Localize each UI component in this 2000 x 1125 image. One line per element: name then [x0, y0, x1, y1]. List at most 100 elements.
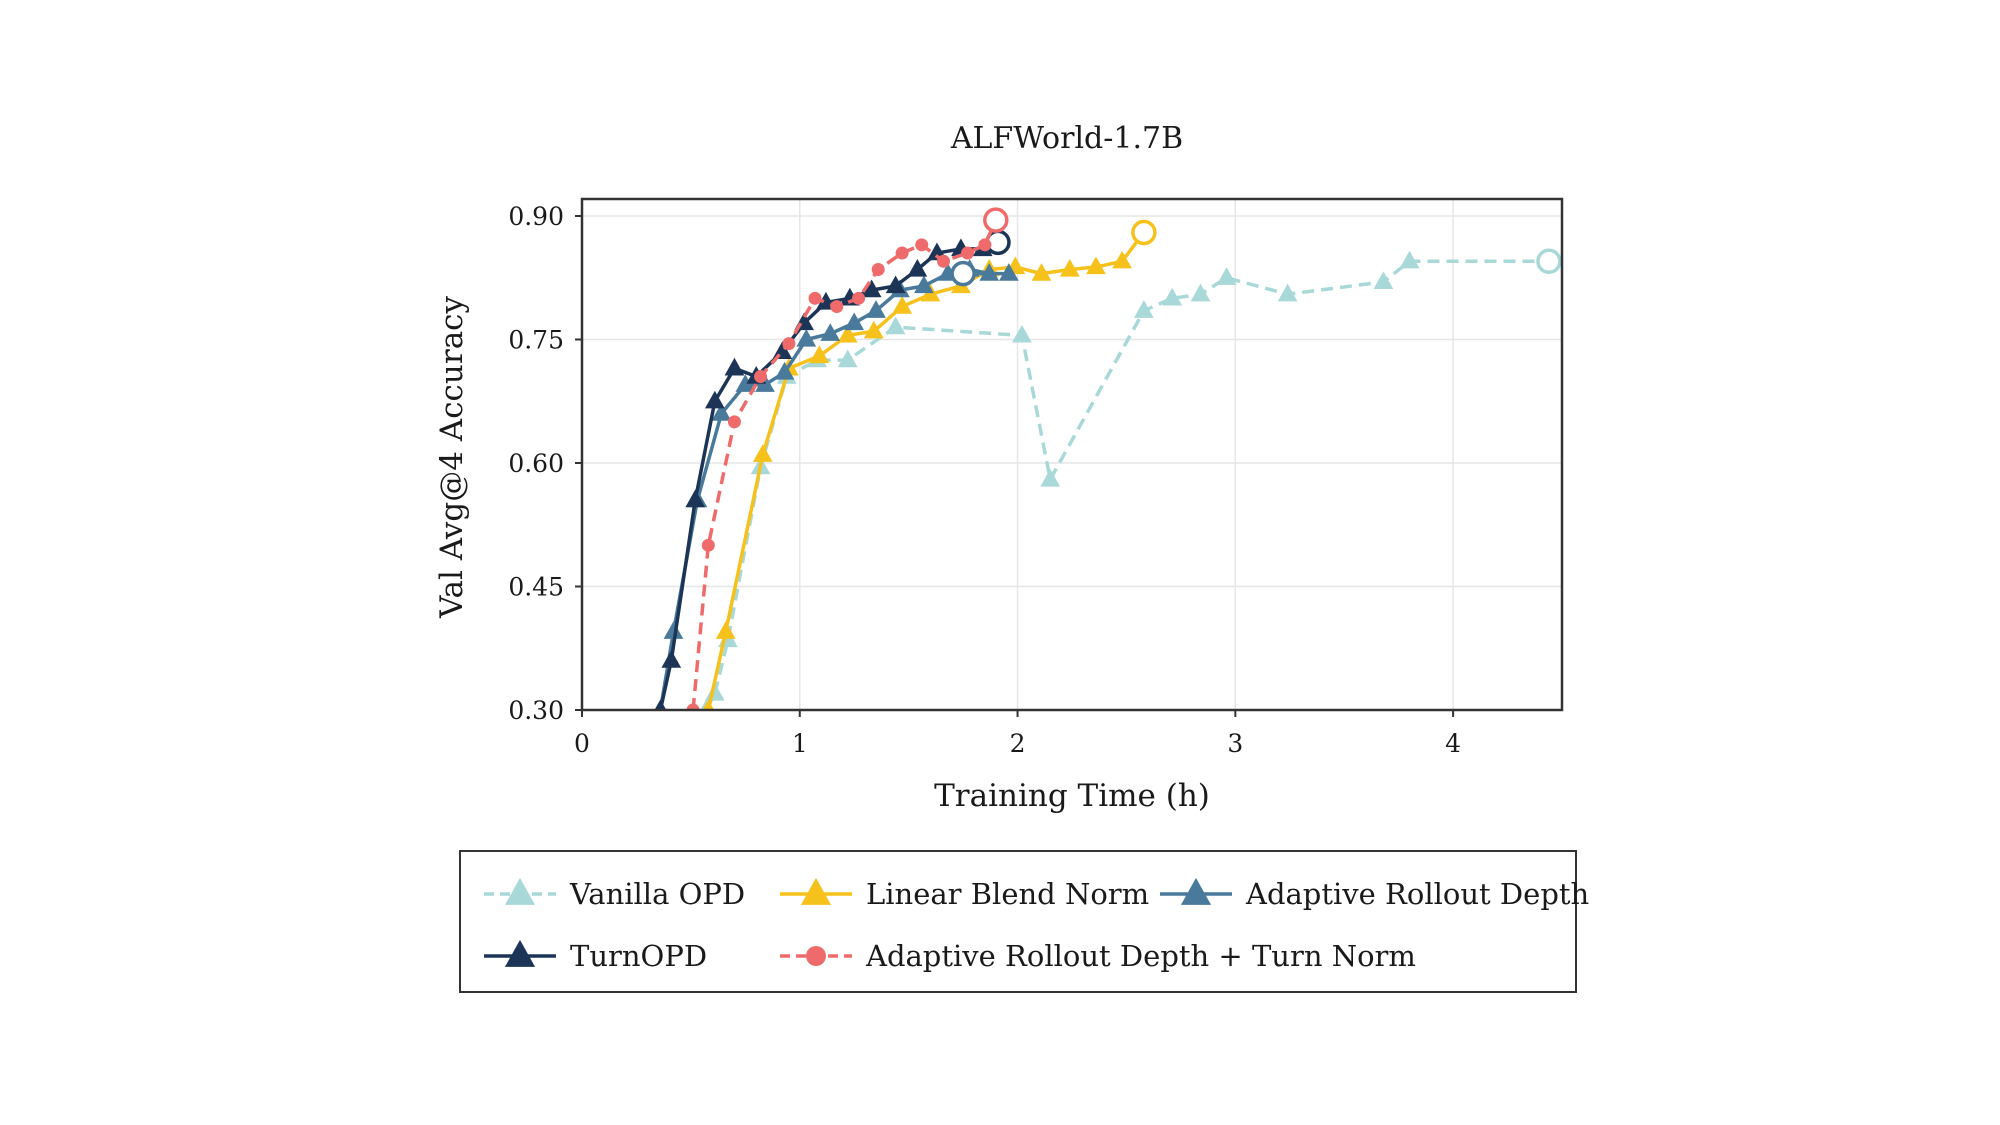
- data-point: [701, 538, 715, 552]
- series-4: [686, 207, 1009, 710]
- legend: Vanilla OPD Linear Blend Norm Adaptive Rol…: [459, 850, 1589, 993]
- data-point: [830, 300, 844, 314]
- data-point: [661, 650, 682, 668]
- data-point: [702, 699, 715, 710]
- data-point: [809, 345, 830, 364]
- data-point: [863, 320, 884, 339]
- x-tick-label: 3: [1227, 729, 1243, 758]
- data-point: [685, 489, 706, 508]
- data-point: [1399, 250, 1420, 269]
- x-tick-label: 4: [1445, 729, 1461, 758]
- data-point: [1216, 267, 1237, 285]
- x-tick-label: 1: [792, 729, 808, 758]
- data-point: [907, 258, 928, 277]
- y-tick-label: 0.30: [508, 696, 564, 725]
- data-point: [915, 238, 929, 252]
- y-tick-label: 0.90: [508, 202, 564, 231]
- data-point: [960, 246, 974, 260]
- legend-label: Adaptive Rollout Depth + Turn Norm: [865, 939, 1416, 973]
- legend-label: TurnOPD: [570, 939, 707, 973]
- data-point: [852, 291, 866, 305]
- axes: 0 1 2 3 4 0.30 0.45 0.60 0.75 0.90: [508, 202, 1461, 758]
- legend-box: [459, 850, 1577, 993]
- data-point: [978, 238, 992, 252]
- series-line: [691, 219, 998, 710]
- y-tick-label: 0.45: [508, 573, 564, 602]
- chart-title: ALFWorld-1.7B: [950, 121, 1183, 156]
- data-point: [871, 263, 885, 277]
- legend-entry: Adaptive Rollout Depth + Turn Norm: [780, 939, 1416, 973]
- data-point: [774, 361, 795, 380]
- series-3: [654, 229, 1011, 710]
- data-point: [782, 337, 796, 351]
- plot-series: [654, 207, 1562, 710]
- data-point: [937, 254, 951, 268]
- legend-marker: [504, 939, 536, 967]
- data-point: [861, 279, 882, 298]
- data-point: [754, 370, 768, 384]
- data-point: [711, 403, 732, 421]
- data-point: [1086, 256, 1106, 275]
- data-point: [752, 444, 773, 462]
- data-point: [837, 324, 858, 343]
- legend-label: Vanilla OPD: [569, 877, 745, 911]
- data-point: [1162, 287, 1183, 306]
- data-point: [663, 621, 684, 639]
- x-tick-label: 0: [574, 729, 590, 758]
- data-point: [892, 296, 912, 314]
- legend-entry: Linear Blend Norm: [780, 877, 1149, 911]
- data-point: [895, 246, 909, 260]
- data-point: [686, 703, 700, 710]
- data-point: [1134, 300, 1154, 318]
- data-point: [837, 349, 858, 368]
- data-point: [885, 316, 906, 335]
- data-point: [1277, 283, 1298, 302]
- data-point: [727, 415, 741, 429]
- series-line: [658, 240, 999, 710]
- legend-marker: [504, 877, 536, 905]
- y-tick-label: 0.75: [508, 326, 564, 355]
- data-point: [1040, 468, 1061, 487]
- data-point: [1059, 258, 1080, 277]
- data-point: [715, 621, 736, 639]
- data-point: [914, 275, 934, 294]
- x-axis-label: Training Time (h): [934, 778, 1210, 814]
- series-0: [700, 248, 1562, 710]
- data-point: [724, 357, 745, 376]
- legend-marker: [806, 946, 826, 966]
- data-point: [866, 300, 886, 318]
- y-axis-label: Val Avg@4 Accuracy: [434, 295, 470, 619]
- data-point: [1031, 263, 1052, 281]
- series-2: [654, 258, 1019, 710]
- legend-entry: TurnOPD: [484, 939, 707, 973]
- legend-label: Linear Blend Norm: [866, 877, 1149, 911]
- series-line: [706, 231, 1146, 710]
- data-point: [820, 323, 841, 341]
- x-tick-label: 2: [1010, 729, 1026, 758]
- plot-frame: [580, 197, 1564, 712]
- data-point: [808, 291, 822, 305]
- data-point: [1373, 271, 1394, 290]
- series-end-marker: [983, 207, 1009, 233]
- data-point: [796, 328, 817, 347]
- series-end-marker: [1536, 248, 1562, 275]
- data-point: [654, 699, 667, 710]
- data-point: [885, 275, 906, 294]
- data-point: [1012, 324, 1032, 343]
- series-end-marker: [1131, 219, 1157, 246]
- legend-entry: Vanilla OPD: [484, 877, 745, 911]
- data-point: [704, 390, 725, 409]
- data-point: [979, 263, 1000, 281]
- legend-marker: [1180, 877, 1212, 905]
- y-tick-label: 0.60: [508, 449, 564, 478]
- legend-label: Adaptive Rollout Depth: [1245, 877, 1589, 911]
- data-point: [735, 374, 756, 392]
- series-1: [702, 219, 1157, 710]
- series-end-marker: [950, 260, 976, 287]
- data-point: [844, 312, 865, 331]
- data-point: [1190, 283, 1211, 302]
- data-point: [1112, 250, 1132, 269]
- data-point: [998, 263, 1019, 281]
- legend-entry: Adaptive Rollout Depth: [1160, 877, 1589, 911]
